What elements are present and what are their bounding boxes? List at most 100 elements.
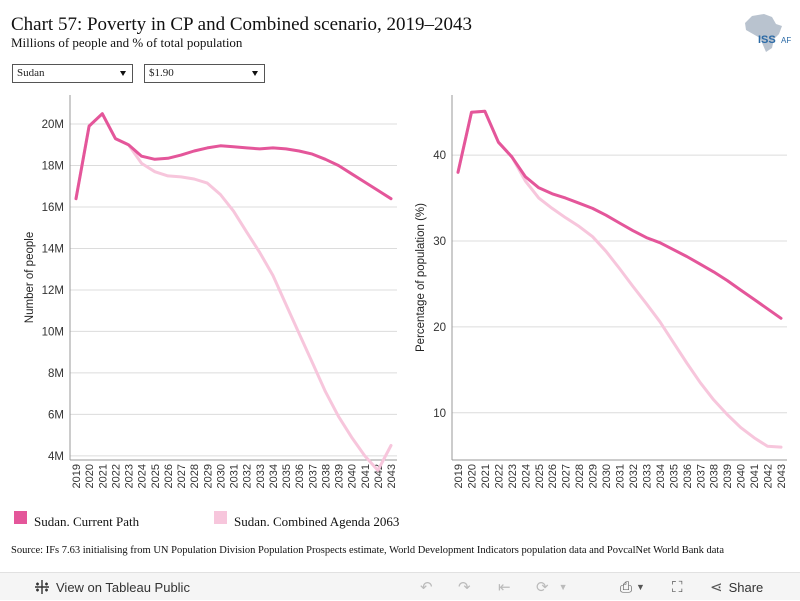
x-tick-label: 2022	[493, 464, 505, 488]
tableau-logo-icon	[35, 580, 49, 594]
redo-button[interactable]: ↷	[458, 573, 471, 601]
share-button[interactable]: ⋖ Share	[710, 573, 763, 601]
chevron-down-icon	[120, 71, 126, 76]
series-line-combined-agenda	[456, 109, 783, 449]
y-tick-label: 30	[433, 236, 446, 248]
x-tick-label: 2033	[255, 464, 267, 488]
chevron-down-icon: ▼	[636, 582, 645, 592]
x-tick-label: 2023	[124, 464, 136, 488]
x-tick-label: 2034	[655, 464, 667, 488]
country-select[interactable]: Sudan	[12, 64, 133, 83]
legend-label: Sudan. Current Path	[34, 514, 140, 529]
x-tick-label: 2037	[695, 464, 707, 488]
revert-button[interactable]: ⇤	[498, 573, 511, 601]
undo-icon: ↶	[420, 579, 433, 596]
x-tick-label: 2025	[150, 464, 162, 488]
source-note: Source: IFs 7.63 initialising from UN Po…	[11, 545, 724, 556]
x-tick-label: 2036	[682, 464, 694, 488]
x-tick-label: 2024	[137, 464, 149, 488]
poverty-line-select-value: $1.90	[149, 67, 174, 79]
x-tick-label: 2026	[163, 464, 175, 488]
undo-button[interactable]: ↶	[420, 573, 433, 601]
y-tick-label: 6M	[48, 409, 64, 421]
x-tick-label: 2020	[84, 464, 96, 488]
logo-text-suffix: AFI	[781, 36, 792, 45]
x-tick-label: 2022	[110, 464, 122, 488]
x-tick-label: 2039	[334, 464, 346, 488]
x-tick-label: 2035	[668, 464, 680, 488]
x-tick-label: 2030	[215, 464, 227, 488]
y-tick-label: 20	[433, 322, 446, 334]
iss-africa-logo: ISS AFI	[745, 14, 792, 52]
x-tick-label: 2024	[520, 464, 532, 488]
y-tick-label: 12M	[42, 285, 64, 297]
x-tick-label: 2035	[281, 464, 293, 488]
tableau-toolbar: View on Tableau Public ↶ ↷ ⇤ ⟳ ▼ ⎙ ▼ ⛶ ⋖ S…	[0, 572, 800, 600]
x-tick-label: 2019	[71, 464, 83, 488]
series-line-current-path	[74, 112, 393, 201]
download-icon: ⎙	[620, 578, 633, 596]
x-tick-label: 2028	[574, 464, 586, 488]
chevron-down-icon	[252, 71, 258, 76]
chart-panel-people: 4M 6M 8M 10M 12M 14M 16M 18M 20M 2019 2020 2021 2022…	[24, 95, 398, 488]
refresh-icon: ⟳	[536, 579, 549, 596]
x-tick-label: 2032	[242, 464, 254, 488]
y-tick-label: 4M	[48, 451, 64, 463]
x-tick-label: 2041	[360, 464, 372, 488]
x-tick-label: 2040	[736, 464, 748, 488]
x-tick-label: 2031	[229, 464, 241, 488]
legend-swatch	[14, 511, 27, 524]
chevron-down-icon: ▼	[558, 582, 568, 592]
x-tick-label: 2040	[347, 464, 359, 488]
y-axis-label: Percentage of population (%)	[415, 203, 427, 352]
fullscreen-button[interactable]: ⛶	[672, 573, 683, 601]
y-tick-label: 18M	[42, 161, 64, 173]
x-tick-label: 2043	[776, 464, 788, 488]
revert-icon: ⇤	[498, 579, 511, 596]
x-tick-label: 2038	[709, 464, 721, 488]
x-tick-label: 2042	[763, 464, 775, 488]
x-tick-label: 2036	[294, 464, 306, 488]
x-tick-label: 2028	[189, 464, 201, 488]
x-tick-label: 2037	[307, 464, 319, 488]
x-tick-label: 2039	[722, 464, 734, 488]
logo-text: ISS	[758, 34, 776, 46]
view-on-tableau-label: View on Tableau Public	[56, 579, 190, 595]
country-select-value: Sudan	[17, 67, 45, 79]
y-tick-label: 10M	[42, 326, 64, 338]
y-tick-label: 40	[433, 150, 446, 162]
y-tick-label: 16M	[42, 202, 64, 214]
share-icon: ⋖	[710, 579, 723, 596]
x-tick-label: 2020	[466, 464, 478, 488]
download-button[interactable]: ⎙ ▼	[620, 573, 645, 601]
redo-icon: ↷	[458, 579, 471, 596]
chart-title: Chart 57: Poverty in CP and Combined sce…	[11, 14, 473, 35]
view-on-tableau-link[interactable]: View on Tableau Public	[34, 573, 190, 601]
x-tick-label: 2029	[202, 464, 214, 488]
x-tick-label: 2027	[176, 464, 188, 488]
x-tick-label: 2027	[561, 464, 573, 488]
y-tick-label: 8M	[48, 368, 64, 380]
series-line-current-path	[456, 109, 783, 320]
x-tick-label: 2025	[534, 464, 546, 488]
y-tick-label: 14M	[42, 243, 64, 255]
x-tick-label: 2019	[453, 464, 465, 488]
x-tick-label: 2031	[615, 464, 627, 488]
y-tick-label: 10	[433, 408, 446, 420]
x-tick-label: 2032	[628, 464, 640, 488]
fullscreen-icon: ⛶	[672, 578, 683, 596]
share-label: Share	[728, 579, 764, 595]
x-tick-label: 2043	[386, 464, 398, 488]
x-tick-label: 2021	[97, 464, 109, 488]
poverty-line-select[interactable]: $1.90	[144, 64, 265, 83]
x-tick-label: 2034	[268, 464, 280, 488]
y-axis-label: Number of people	[24, 232, 36, 323]
x-tick-label: 2041	[749, 464, 761, 488]
legend-swatch	[214, 511, 227, 524]
x-tick-label: 2021	[480, 464, 492, 488]
x-tick-label: 2030	[601, 464, 613, 488]
x-tick-label: 2038	[320, 464, 332, 488]
refresh-button[interactable]: ⟳ ▼	[536, 573, 568, 601]
